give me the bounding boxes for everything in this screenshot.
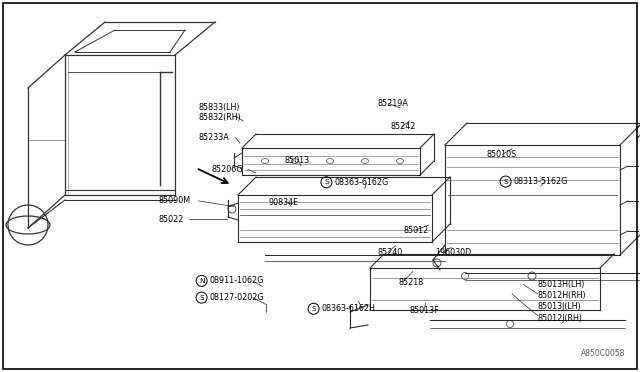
Text: A850C0058: A850C0058 [580, 349, 625, 358]
Text: 85219A: 85219A [378, 99, 408, 108]
Text: S: S [199, 295, 204, 301]
Text: S: S [503, 179, 508, 185]
Text: 85206G: 85206G [211, 165, 243, 174]
Text: 85832(RH): 85832(RH) [198, 113, 241, 122]
Text: N: N [199, 278, 204, 284]
Text: S: S [324, 179, 329, 185]
Text: 90834E: 90834E [269, 198, 299, 207]
Text: 85242: 85242 [390, 122, 416, 131]
Text: 85233A: 85233A [198, 133, 229, 142]
Text: 85240: 85240 [378, 248, 403, 257]
Text: 85218: 85218 [399, 278, 424, 287]
Text: 85013H(LH): 85013H(LH) [538, 280, 585, 289]
Text: 85012H(RH): 85012H(RH) [538, 291, 586, 300]
Text: 85012: 85012 [403, 226, 428, 235]
Text: 08127-0202G: 08127-0202G [210, 293, 264, 302]
Text: 85090M: 85090M [159, 196, 191, 205]
Text: S: S [311, 306, 316, 312]
Text: 08363-6162G: 08363-6162G [334, 178, 388, 187]
Text: 85013: 85013 [285, 156, 310, 165]
Text: 196030D: 196030D [435, 248, 472, 257]
Text: 85833(LH): 85833(LH) [198, 103, 240, 112]
Text: 85013J(LH): 85013J(LH) [538, 302, 581, 311]
Text: 85013F: 85013F [410, 306, 439, 315]
Text: 85012J(RH): 85012J(RH) [538, 314, 582, 323]
Text: 85010S: 85010S [486, 150, 516, 159]
Text: 08911-1062G: 08911-1062G [210, 276, 264, 285]
Text: 85022: 85022 [159, 215, 184, 224]
Text: 08363-6162H: 08363-6162H [322, 304, 376, 313]
Text: 08313-5162G: 08313-5162G [514, 177, 568, 186]
